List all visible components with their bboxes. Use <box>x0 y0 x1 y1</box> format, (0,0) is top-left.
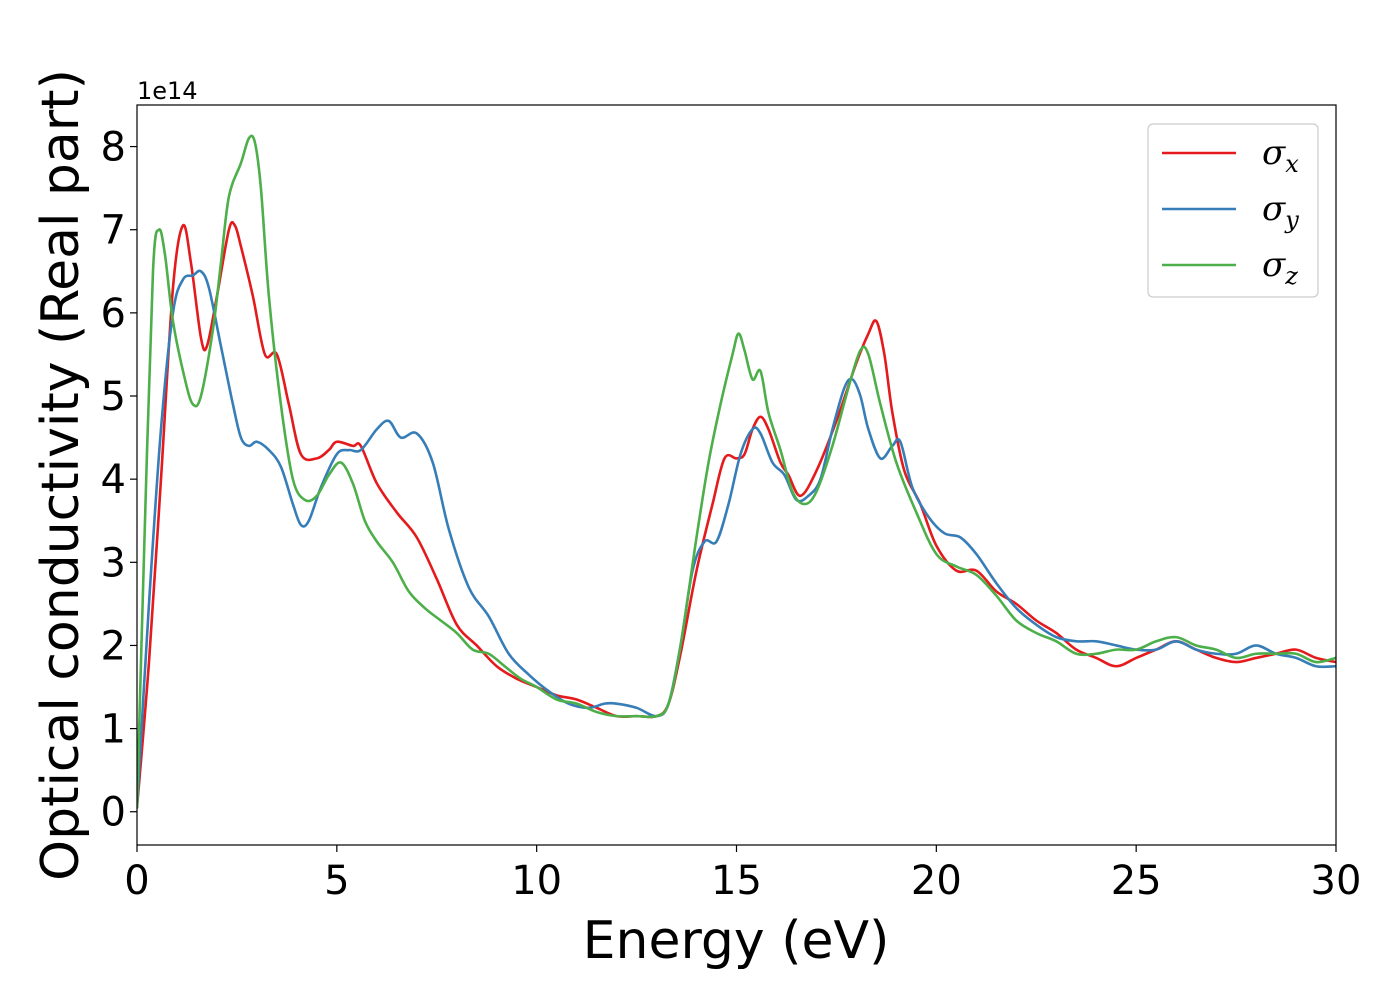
legend-label-z: σz <box>1262 245 1298 290</box>
x-tick-label: 5 <box>324 858 349 904</box>
y-tick-label: 7 <box>101 208 126 254</box>
x-tick-label: 0 <box>124 858 149 904</box>
y-tick-label: 1 <box>101 707 126 753</box>
y-tick-label: 8 <box>101 125 126 171</box>
y-axis-title: Optical conductivity (Real part) <box>31 69 91 881</box>
y-tick-label: 4 <box>101 457 126 503</box>
series-layer <box>137 134 1336 809</box>
x-axis-ticks: 0 5 10 15 20 25 30 <box>124 845 1361 904</box>
y-tick-label: 0 <box>101 790 126 836</box>
y-offset-label: 1e14 <box>137 77 198 105</box>
series-line-z <box>137 134 1336 809</box>
x-tick-label: 25 <box>1111 858 1162 904</box>
y-tick-label: 3 <box>101 540 126 586</box>
legend-label-x: σx <box>1262 133 1299 178</box>
legend-label-y: σy <box>1262 189 1299 234</box>
y-tick-label: 5 <box>101 374 126 420</box>
legend: σx σy σz <box>1147 123 1319 298</box>
x-tick-label: 15 <box>711 858 762 904</box>
x-tick-label: 20 <box>911 858 962 904</box>
x-tick-label: 30 <box>1311 858 1362 904</box>
y-axis-ticks: 0 1 2 3 4 5 6 7 8 <box>101 125 137 836</box>
y-tick-label: 2 <box>101 623 126 669</box>
series-line-y <box>137 269 1336 809</box>
y-tick-label: 6 <box>101 291 126 337</box>
x-tick-label: 10 <box>511 858 562 904</box>
legend-box <box>1147 123 1319 298</box>
x-axis-title: Energy (eV) <box>583 911 890 971</box>
series-line-x <box>137 220 1336 809</box>
